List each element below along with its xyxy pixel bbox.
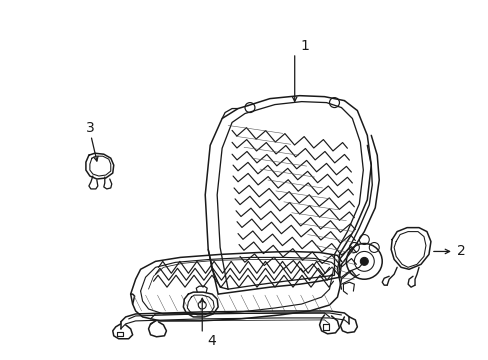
Circle shape [360, 257, 367, 265]
Text: 3: 3 [86, 121, 95, 135]
Text: 2: 2 [456, 244, 465, 258]
Text: 1: 1 [300, 39, 309, 53]
Text: 4: 4 [207, 334, 216, 348]
